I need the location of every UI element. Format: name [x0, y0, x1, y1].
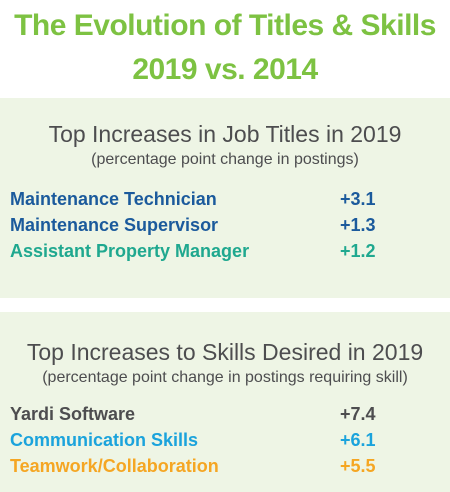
- job-title-label: Assistant Property Manager: [10, 241, 250, 261]
- job-title-row-assistant-property-manager: Assistant Property Manager +1.2: [10, 238, 410, 264]
- skill-value: +6.1: [340, 430, 376, 450]
- job-title-row-maintenance-supervisor: Maintenance Supervisor +1.3: [10, 212, 410, 238]
- job-titles-subheading: (percentage point change in postings): [91, 151, 359, 168]
- skill-label: Communication Skills: [10, 430, 199, 450]
- page-title: The Evolution of Titles & Skills: [14, 9, 436, 42]
- job-titles-panel: Top Increases in Job Titles in 2019 (per…: [0, 98, 450, 298]
- skill-row-yardi-software: Yardi Software +7.4: [10, 401, 410, 427]
- skill-label: Teamwork/Collaboration: [10, 456, 219, 476]
- job-title-label: Maintenance Technician: [10, 189, 217, 209]
- job-titles-heading: Top Increases in Job Titles in 2019: [48, 121, 402, 147]
- skills-heading: Top Increases to Skills Desired in 2019: [26, 339, 424, 365]
- section-divider: [0, 298, 450, 312]
- skills-subheading: (percentage point change in postings req…: [42, 369, 408, 386]
- skill-row-teamwork-collaboration: Teamwork/Collaboration +5.5: [10, 453, 410, 479]
- skill-row-communication-skills: Communication Skills +6.1: [10, 427, 410, 453]
- skill-value: +7.4: [340, 404, 376, 424]
- job-title-value: +1.3: [340, 215, 376, 235]
- job-title-row-maintenance-technician: Maintenance Technician +3.1: [10, 186, 410, 212]
- page-subtitle: 2019 vs. 2014: [132, 53, 318, 86]
- skill-value: +5.5: [340, 456, 376, 476]
- job-title-value: +3.1: [340, 189, 376, 209]
- skill-label: Yardi Software: [10, 404, 136, 424]
- job-title-label: Maintenance Supervisor: [10, 215, 219, 235]
- skills-panel: Top Increases to Skills Desired in 2019 …: [0, 312, 450, 492]
- job-title-value: +1.2: [340, 241, 376, 261]
